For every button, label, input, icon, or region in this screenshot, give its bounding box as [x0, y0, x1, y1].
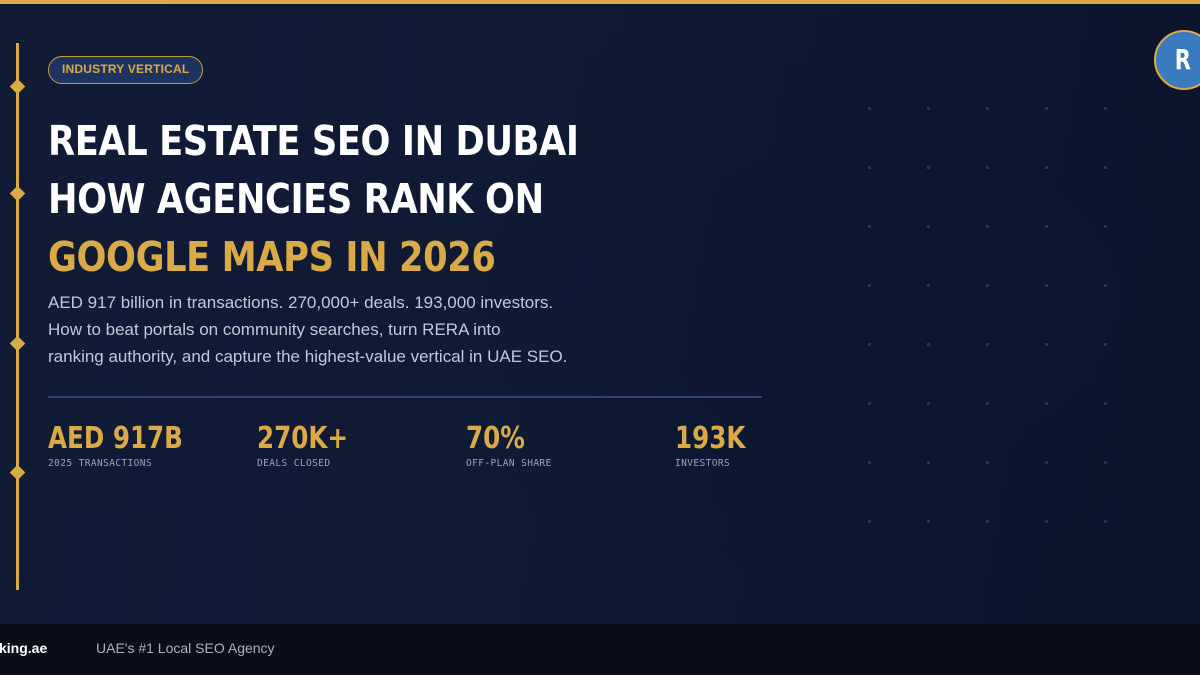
grid-dot — [1045, 343, 1048, 346]
title-line-1: REAL ESTATE SEO IN DUBAI — [48, 117, 579, 165]
grid-dot — [1104, 343, 1107, 346]
title-line-2: HOW AGENCIES RANK ON — [48, 175, 544, 223]
hero-banner: INDUSTRY VERTICAL REAL ESTATE SEO IN DUB… — [0, 0, 1200, 624]
grid-dot — [1104, 284, 1107, 287]
rail-diamond-icon — [9, 335, 26, 352]
stat-transactions: AED 917B 2025 TRANSACTIONS — [48, 420, 213, 469]
stat-label: 2025 TRANSACTIONS — [48, 458, 153, 469]
title-line-highlight: GOOGLE MAPS IN 2026 — [48, 233, 496, 281]
grid-dot — [1104, 107, 1107, 110]
footer-brand[interactable]: king.ae — [0, 640, 48, 656]
grid-dot — [868, 284, 871, 287]
grid-dot — [927, 225, 930, 228]
grid-dot — [1045, 402, 1048, 405]
grid-dot — [868, 461, 871, 464]
page-title: REAL ESTATE SEO IN DUBAI HOW AGENCIES RA… — [48, 112, 579, 286]
subtitle-line-1: AED 917 billion in transactions. 270,000… — [48, 293, 554, 312]
grid-dot — [927, 284, 930, 287]
grid-dot — [927, 520, 930, 523]
grid-dot — [1045, 520, 1048, 523]
stats-divider — [48, 396, 762, 398]
rail-diamond-icon — [9, 464, 26, 481]
subtitle: AED 917 billion in transactions. 270,000… — [48, 289, 688, 370]
grid-dot — [986, 284, 989, 287]
grid-dot — [927, 107, 930, 110]
grid-dot — [868, 343, 871, 346]
rail-diamond-icon — [9, 185, 26, 202]
grid-dot — [1045, 284, 1048, 287]
brand-logo-icon: R — [1154, 30, 1200, 90]
grid-dot — [986, 225, 989, 228]
grid-dot — [1104, 225, 1107, 228]
grid-dot — [927, 461, 930, 464]
subtitle-line-3: ranking authority, and capture the highe… — [48, 347, 568, 366]
grid-dot — [1045, 166, 1048, 169]
grid-dot — [868, 402, 871, 405]
footer: king.ae UAE's #1 Local SEO Agency — [0, 624, 1200, 675]
logo-letter: R — [1174, 43, 1192, 76]
stat-investors: 193K INVESTORS — [675, 420, 761, 469]
stat-off-plan: 70% OFF-PLAN SHARE — [466, 420, 552, 469]
grid-dot — [927, 402, 930, 405]
stat-value: 70% — [466, 421, 525, 456]
stat-label: INVESTORS — [675, 458, 731, 469]
grid-dot — [927, 343, 930, 346]
timeline-rail — [16, 43, 19, 590]
stat-deals: 270K+ DEALS CLOSED — [257, 420, 368, 469]
grid-dot — [868, 520, 871, 523]
grid-dot — [1104, 461, 1107, 464]
stat-value: AED 917B — [48, 421, 183, 456]
grid-dot — [868, 225, 871, 228]
stat-value: 193K — [675, 421, 746, 456]
grid-dot — [868, 107, 871, 110]
stat-label: DEALS CLOSED — [257, 458, 331, 469]
grid-dot — [868, 166, 871, 169]
footer-tagline: UAE's #1 Local SEO Agency — [96, 640, 275, 656]
top-accent-bar — [0, 0, 1200, 4]
grid-dot — [986, 343, 989, 346]
stat-value: 270K+ — [257, 421, 349, 456]
grid-dot — [1045, 107, 1048, 110]
grid-dot — [1104, 166, 1107, 169]
rail-diamond-icon — [9, 78, 26, 95]
grid-dot — [927, 166, 930, 169]
subtitle-line-2: How to beat portals on community searche… — [48, 320, 501, 339]
grid-dot — [986, 520, 989, 523]
grid-dot — [986, 461, 989, 464]
grid-dot — [1104, 520, 1107, 523]
category-badge: INDUSTRY VERTICAL — [48, 56, 204, 84]
grid-dot — [986, 166, 989, 169]
grid-dot — [1045, 461, 1048, 464]
grid-dot — [1104, 402, 1107, 405]
grid-dot — [1045, 225, 1048, 228]
grid-dot — [986, 402, 989, 405]
stat-label: OFF-PLAN SHARE — [466, 458, 552, 469]
grid-dot — [986, 107, 989, 110]
